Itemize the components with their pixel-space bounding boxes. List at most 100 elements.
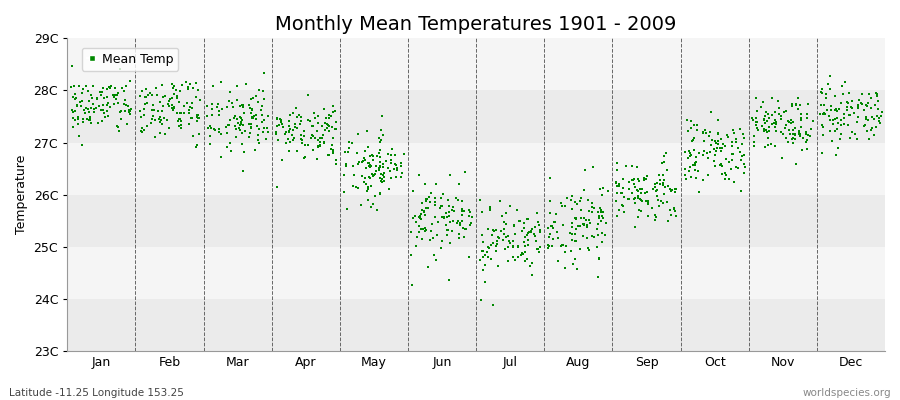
Point bbox=[506, 242, 520, 249]
Point bbox=[684, 174, 698, 180]
Point bbox=[842, 122, 856, 128]
Point bbox=[190, 118, 204, 125]
Point bbox=[328, 119, 343, 126]
Point bbox=[367, 171, 382, 177]
Point bbox=[714, 136, 728, 142]
Point bbox=[710, 140, 724, 147]
Point bbox=[724, 150, 739, 157]
Point bbox=[391, 164, 405, 171]
Point bbox=[760, 129, 774, 135]
Point bbox=[696, 129, 710, 135]
Point bbox=[656, 180, 670, 186]
Point bbox=[687, 134, 701, 141]
Point bbox=[67, 109, 81, 116]
Point bbox=[573, 195, 588, 202]
Point bbox=[692, 150, 706, 156]
Point bbox=[274, 116, 288, 123]
Point bbox=[394, 174, 409, 180]
Point bbox=[756, 126, 770, 132]
Point bbox=[745, 116, 760, 123]
Point bbox=[519, 256, 534, 263]
Point bbox=[206, 83, 220, 89]
Point bbox=[783, 131, 797, 137]
Point bbox=[293, 114, 308, 120]
Point bbox=[189, 80, 203, 87]
Point bbox=[794, 124, 808, 130]
Point bbox=[681, 148, 696, 154]
Point bbox=[328, 156, 343, 163]
Point bbox=[661, 183, 675, 189]
Point bbox=[210, 103, 224, 110]
Point bbox=[702, 133, 716, 140]
Point bbox=[342, 144, 356, 151]
Point bbox=[165, 102, 179, 109]
Point bbox=[421, 194, 436, 200]
Point bbox=[654, 198, 669, 205]
Point bbox=[102, 84, 116, 90]
Point bbox=[516, 250, 530, 256]
Point bbox=[269, 131, 284, 138]
Point bbox=[490, 243, 504, 250]
Point bbox=[627, 176, 642, 182]
Point bbox=[139, 94, 153, 100]
Point bbox=[283, 123, 297, 130]
Point bbox=[733, 149, 747, 156]
Point bbox=[174, 122, 188, 128]
Point bbox=[829, 152, 843, 158]
Point bbox=[591, 215, 606, 222]
Point bbox=[570, 226, 584, 232]
Point bbox=[243, 96, 257, 102]
Point bbox=[152, 99, 166, 106]
Point bbox=[236, 168, 250, 174]
Point bbox=[98, 114, 112, 120]
Point bbox=[137, 106, 151, 112]
Point bbox=[283, 138, 297, 145]
Point bbox=[871, 105, 886, 112]
Point bbox=[423, 236, 437, 243]
Point bbox=[244, 125, 258, 132]
Point bbox=[521, 229, 535, 236]
Point bbox=[355, 173, 369, 179]
Point bbox=[284, 132, 299, 138]
Point bbox=[577, 221, 591, 227]
Point bbox=[453, 221, 467, 228]
Point bbox=[545, 225, 560, 231]
Point bbox=[362, 160, 376, 166]
Point bbox=[865, 114, 879, 120]
Point bbox=[248, 147, 262, 153]
Point bbox=[692, 189, 706, 195]
Point bbox=[148, 117, 162, 124]
Point bbox=[124, 106, 139, 112]
Point bbox=[518, 248, 533, 255]
Point bbox=[750, 108, 764, 114]
Point bbox=[621, 196, 635, 202]
Point bbox=[570, 266, 584, 272]
Point bbox=[799, 128, 814, 135]
Point bbox=[423, 190, 437, 196]
Point bbox=[715, 163, 729, 169]
Point bbox=[270, 137, 284, 144]
Point bbox=[765, 94, 779, 101]
Point bbox=[337, 189, 351, 195]
Point bbox=[518, 220, 532, 226]
Point bbox=[439, 210, 454, 216]
Point bbox=[867, 116, 881, 123]
Point bbox=[434, 245, 448, 251]
Point bbox=[615, 190, 629, 197]
Point bbox=[792, 131, 806, 138]
Point bbox=[369, 168, 383, 174]
Point bbox=[64, 84, 78, 90]
Point bbox=[82, 98, 96, 104]
Point bbox=[639, 197, 653, 204]
Point bbox=[558, 249, 572, 256]
Point bbox=[442, 212, 456, 219]
Y-axis label: Temperature: Temperature bbox=[15, 155, 28, 234]
Point bbox=[414, 211, 428, 217]
Point bbox=[819, 94, 833, 101]
Point bbox=[424, 190, 438, 196]
Point bbox=[684, 152, 698, 158]
Point bbox=[596, 209, 610, 215]
Point bbox=[233, 114, 248, 120]
Point bbox=[721, 134, 735, 140]
Point bbox=[577, 214, 591, 221]
